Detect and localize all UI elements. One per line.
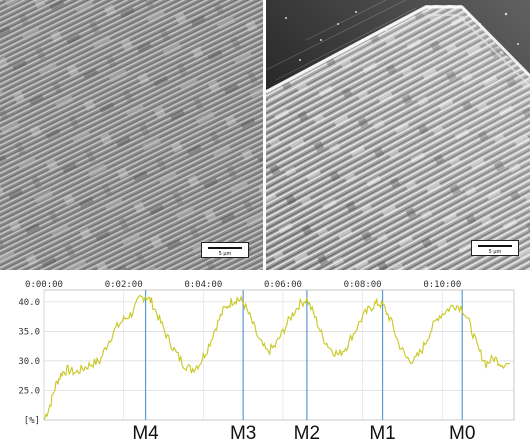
- x-tick-label: 0:08:00: [344, 280, 382, 290]
- sem-image-left: 5 µm: [0, 0, 263, 270]
- scale-bar-label-left: 5 µm: [218, 251, 232, 257]
- x-tick-label: 0:06:00: [264, 280, 302, 290]
- sem-micrograph-right: [266, 0, 530, 270]
- tick-labels: 25.0 30.0 35.0 40.0 [%] 0:00:00 0:02:00 0:04:00…: [18, 280, 461, 426]
- y-tick-label: 40.0: [18, 298, 40, 308]
- series-line: [43, 294, 511, 421]
- plot-area: [43, 289, 515, 421]
- scale-bar-right: 5 µm: [471, 240, 519, 256]
- sem-image-right: 5 µm: [266, 0, 530, 270]
- chart-svg: 25.0 30.0 35.0 40.0 [%] 0:00:00 0:02:00 0:04:00…: [18, 280, 515, 444]
- scale-bar-label-right: 5 µm: [488, 249, 502, 255]
- y-tick-label: 25.0: [18, 386, 40, 396]
- x-tick-label: 0:10:00: [423, 280, 461, 290]
- grid: [43, 290, 514, 420]
- y-unit-label: [%]: [24, 416, 40, 426]
- image-divider: [263, 0, 266, 270]
- scale-bar-left: 5 µm: [201, 242, 249, 258]
- x-tick-label: 0:02:00: [105, 280, 143, 290]
- x-tick-label: 0:04:00: [184, 280, 222, 290]
- thickness-trace-chart: 25.0 30.0 35.0 40.0 [%] 0:00:00 0:02:00 0:04:00…: [0, 276, 530, 444]
- marker-label-m2: M2: [294, 423, 320, 440]
- marker-label-m4: M4: [132, 423, 159, 440]
- marker-labels: M4 M3 M2 M1 M0: [132, 423, 475, 444]
- sem-micrograph-left: [0, 0, 263, 270]
- y-tick-label: 30.0: [18, 357, 40, 367]
- marker-label-m3: M3: [230, 423, 256, 440]
- marker-label-m0: M0: [449, 423, 475, 440]
- x-tick-label: 0:00:00: [25, 280, 63, 290]
- marker-label-m1: M1: [369, 423, 395, 440]
- y-tick-label: 35.0: [18, 327, 40, 337]
